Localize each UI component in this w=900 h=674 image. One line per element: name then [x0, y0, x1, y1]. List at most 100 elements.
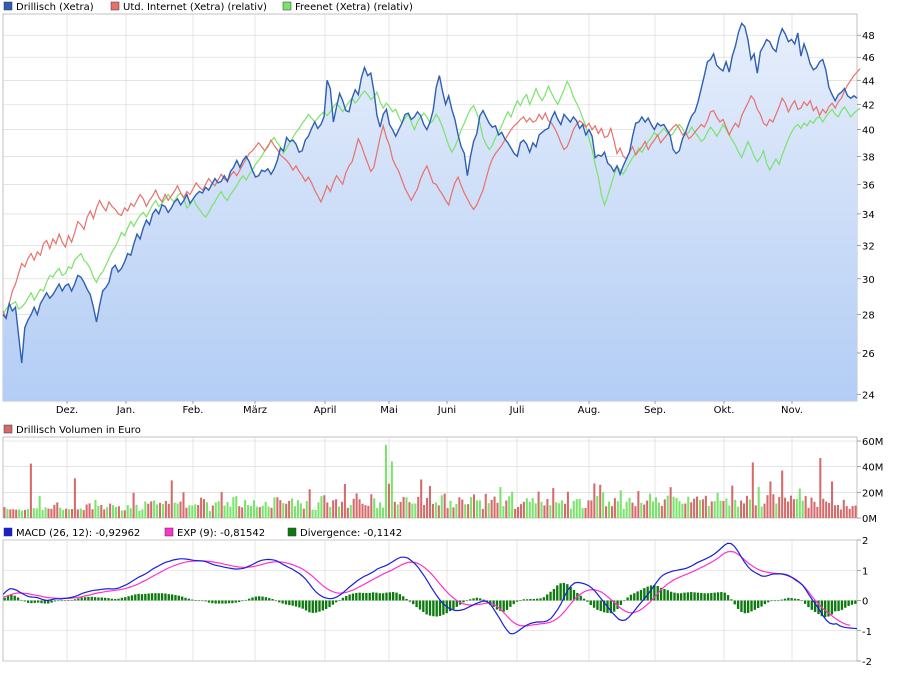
divergence-bar	[60, 600, 63, 602]
divergence-bar	[30, 600, 33, 604]
legend-exp-name: EXP (9)	[177, 528, 214, 539]
volume-bar	[851, 506, 854, 518]
volume-bar	[593, 483, 596, 518]
divergence-bar	[757, 600, 760, 609]
price-x-tick-label: Juli	[509, 405, 525, 416]
volume-bar	[285, 503, 288, 518]
volume-bar	[15, 509, 18, 518]
volume-bar	[561, 500, 564, 518]
volume-bar	[470, 497, 473, 518]
divergence-bar	[405, 598, 408, 601]
divergence-bar	[351, 593, 355, 601]
volume-bar	[279, 500, 282, 518]
divergence-bar	[569, 586, 572, 601]
volume-bar	[807, 507, 810, 518]
divergence-bar	[629, 594, 633, 601]
volume-bar	[646, 500, 649, 518]
divergence-bar	[338, 600, 341, 601]
volume-y-tick-label: 20M	[862, 488, 883, 499]
divergence-bar	[592, 600, 596, 608]
volume-bar	[481, 508, 484, 518]
legend-swatch-utd	[110, 1, 120, 11]
volume-bar	[264, 501, 267, 518]
divergence-bar	[268, 598, 271, 601]
volume-bar	[678, 501, 681, 518]
divergence-bar	[164, 593, 167, 601]
price-panel: 24 26 28 30 32 34 36 38 40 42 44 46 48 Dez. Jan. Feb. M…	[2, 13, 875, 416]
drillisch-line	[2, 22, 858, 364]
divergence-bar	[33, 600, 36, 603]
volume-bar	[50, 508, 53, 518]
divergence-bar	[328, 600, 331, 608]
volume-bar	[792, 499, 795, 518]
divergence-bar	[120, 597, 124, 601]
volume-bar	[150, 501, 153, 518]
volume-bar	[141, 509, 144, 518]
volume-bar	[657, 502, 660, 518]
divergence-bar	[465, 600, 469, 602]
divergence-bar	[847, 600, 850, 606]
volume-bar	[103, 509, 106, 518]
volume-bar	[737, 506, 740, 518]
volume-bar	[340, 501, 343, 518]
divergence-bar	[214, 600, 217, 604]
legend-swatch-divergence	[287, 527, 297, 537]
divergence-bar	[418, 600, 422, 610]
volume-bar	[781, 470, 784, 518]
divergence-bar	[623, 600, 626, 602]
volume-bar	[176, 503, 179, 518]
volume-bar	[9, 509, 12, 518]
divergence-bar	[643, 588, 646, 601]
volume-bar	[320, 496, 323, 518]
divergence-bar	[160, 593, 164, 601]
divergence-bar	[428, 600, 432, 616]
volume-bar	[38, 495, 41, 518]
price-x-tick-label: Aug.	[578, 405, 601, 416]
volume-bar	[203, 499, 206, 518]
divergence-bar	[435, 600, 438, 617]
volume-bar	[643, 504, 646, 518]
divergence-bar	[817, 600, 820, 615]
divergence-bar	[602, 600, 606, 613]
divergence-bar	[3, 597, 6, 601]
volume-bar	[484, 493, 487, 518]
volume-bar	[376, 508, 379, 518]
divergence-bar	[247, 598, 251, 601]
volume-bar	[47, 508, 50, 518]
divergence-bar	[291, 600, 294, 606]
volume-bar	[97, 505, 100, 518]
divergence-bar	[10, 594, 13, 601]
volume-bar	[505, 500, 508, 518]
volume-bar	[461, 499, 464, 518]
volume-bar	[373, 498, 376, 518]
volume-bar	[158, 502, 162, 518]
volume-bar	[605, 506, 608, 518]
volume-bar	[305, 501, 308, 518]
volume-bar	[311, 509, 314, 518]
volume-bar	[405, 497, 408, 518]
volume-bar	[446, 508, 449, 518]
divergence-bar	[355, 592, 358, 601]
volume-bar	[522, 501, 525, 518]
divergence-bar	[167, 594, 170, 601]
volume-bar	[660, 505, 663, 518]
volume-bar	[745, 495, 748, 518]
divergence-bar	[767, 600, 770, 603]
volume-bar	[478, 500, 481, 518]
divergence-bar	[40, 600, 43, 604]
divergence-bar	[850, 600, 854, 605]
divergence-bar	[649, 585, 653, 601]
volume-bar	[622, 508, 625, 518]
legend-divergence-value: -0,1142	[364, 528, 403, 539]
divergence-bar	[773, 600, 777, 602]
volume-bar	[514, 508, 517, 518]
divergence-bar	[432, 600, 435, 617]
divergence-bar	[194, 600, 197, 601]
volume-bar	[487, 503, 490, 518]
divergence-bar	[388, 592, 391, 601]
divergence-bar	[790, 598, 793, 601]
volume-bar	[308, 489, 311, 518]
volume-bar	[426, 497, 429, 518]
volume-bar	[211, 505, 214, 518]
divergence-bar	[589, 600, 592, 606]
